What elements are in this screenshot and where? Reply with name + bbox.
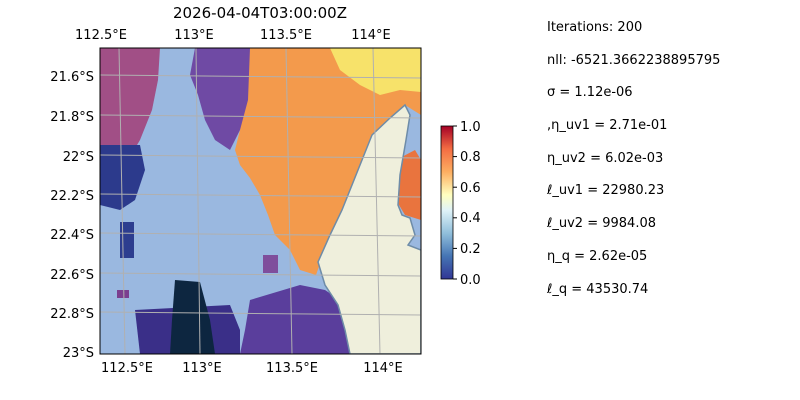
- colorbar-tick-label: 0.2: [460, 242, 481, 257]
- colorbar-tick-label: 0.4: [460, 211, 481, 226]
- land-mass: [317, 103, 421, 354]
- parallel-line: [100, 154, 421, 159]
- parallel-line: [100, 193, 421, 198]
- map-title: 2026-04-04T03:00:00Z: [173, 4, 347, 22]
- parallel-line: [100, 114, 421, 119]
- field-blob-south-dark: [170, 280, 215, 354]
- meridian-line: [372, 48, 381, 354]
- map-frame: [99, 47, 422, 355]
- meridian-line: [285, 48, 293, 354]
- colorbar-ticks: [453, 125, 457, 280]
- lat-label: 21.8°S: [50, 110, 94, 125]
- colorbar-tick-label: 0.6: [460, 181, 481, 196]
- colorbar-tick-label: 0.0: [460, 273, 481, 288]
- lon-label-bottom: 113°E: [182, 361, 222, 376]
- stat-l-uv2: ℓ_uv2 = 9984.08: [547, 216, 656, 232]
- lat-label: 22°S: [63, 150, 94, 165]
- field-patch: [120, 222, 134, 258]
- lat-label: 21.6°S: [50, 70, 94, 85]
- colorbar: [440, 125, 454, 280]
- colorbar-tick-label: 1.0: [460, 120, 481, 135]
- lon-label-top: 112.5°E: [75, 28, 127, 43]
- field-blob-north-yellow: [330, 48, 421, 95]
- parallel-line: [100, 272, 421, 277]
- parallel-line: [100, 74, 421, 79]
- lon-label-bottom: 113.5°E: [266, 361, 318, 376]
- lon-label-top: 113°E: [174, 28, 214, 43]
- field-blob-north-purple: [190, 48, 250, 150]
- lat-label: 22.2°S: [50, 189, 94, 204]
- lon-label-top: 114°E: [351, 28, 391, 43]
- parallel-line: [100, 232, 421, 237]
- field-patch: [117, 290, 129, 298]
- stat-l-uv1: ℓ_uv1 = 22980.23: [547, 183, 665, 199]
- stat-eta-q: η_q = 2.62e-05: [547, 248, 648, 264]
- graticule: [100, 48, 421, 354]
- stats-panel: Iterations: 200 nll: -6521.3662238895795…: [547, 20, 720, 314]
- lon-label-bottom: 112.5°E: [101, 361, 153, 376]
- lat-label: 22.8°S: [50, 307, 94, 322]
- parallel-line: [100, 311, 421, 316]
- meridian-line: [118, 48, 126, 354]
- meridian-line: [195, 48, 201, 354]
- lat-label: 22.4°S: [50, 228, 94, 243]
- stat-iterations: Iterations: 200: [547, 20, 643, 35]
- lat-label: 23°S: [63, 346, 94, 361]
- colorbar-tick-label: 0.8: [460, 150, 481, 165]
- field-blob-east: [396, 150, 421, 220]
- stat-l-q: ℓ_q = 43530.74: [547, 281, 649, 297]
- stat-eta-uv2: η_uv2 = 6.02e-03: [547, 150, 664, 166]
- lon-label-top: 113.5°E: [260, 28, 312, 43]
- stat-nll: nll: -6521.3662238895795: [547, 52, 721, 68]
- field-blob-south: [240, 285, 355, 354]
- field-patch: [263, 255, 278, 273]
- lat-label: 22.6°S: [50, 268, 94, 283]
- lon-label-bottom: 114°E: [363, 361, 403, 376]
- stat-eta-uv1: ,η_uv1 = 2.71e-01: [547, 118, 668, 134]
- stat-sigma: σ = 1.12e-06: [547, 85, 633, 101]
